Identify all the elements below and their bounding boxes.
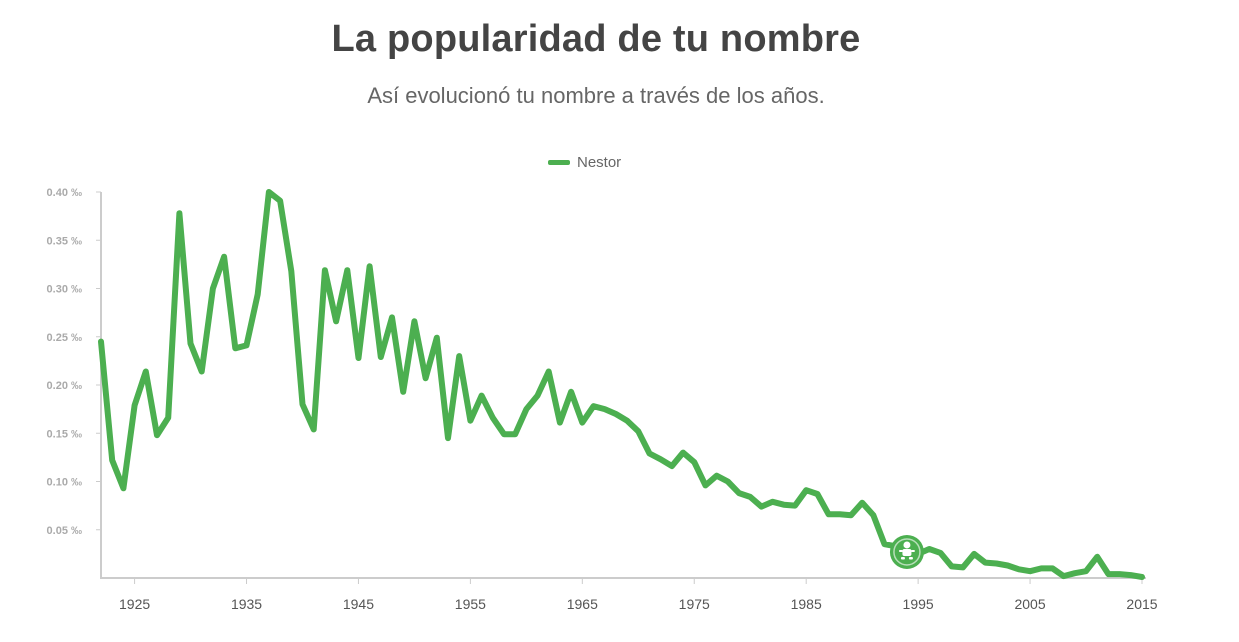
x-tick-label: 2015 (1126, 596, 1157, 612)
y-tick-label: 0.40 ‰ (47, 187, 82, 199)
series-layer (98, 189, 1145, 580)
legend-item-nestor[interactable]: Nestor (548, 154, 621, 171)
x-tick-label: 1985 (791, 596, 822, 612)
baby-leg-right (908, 556, 913, 560)
x-tick-label: 1935 (231, 596, 262, 612)
x-tick-label: 1975 (679, 596, 710, 612)
marker-ring (893, 538, 921, 566)
x-tick-label: 1945 (343, 596, 374, 612)
legend-label: Nestor (577, 154, 622, 171)
x-tick-label: 1925 (119, 596, 150, 612)
y-tick-label: 0.30 ‰ (47, 284, 82, 296)
page-title: La popularidad de tu nombre (331, 18, 861, 60)
y-tick-label: 0.20 ‰ (47, 380, 82, 392)
chart-axes (100, 192, 1146, 579)
y-axis-ticks: 0.05 ‰ 0.10 ‰ 0.15 ‰ 0.20 ‰ 0.25 ‰ 0.30 ‰ 0.35… (47, 187, 101, 537)
x-tick-label: 2005 (1014, 596, 1045, 612)
y-tick-label: 0.25 ‰ (47, 332, 82, 344)
year-marker[interactable] (889, 534, 924, 569)
baby-arm-right (910, 549, 915, 552)
x-axis-ticks: 1925 1935 1945 1955 1965 1975 1985 1995 2005 2015 (119, 578, 1158, 612)
y-tick-label: 0.05 ‰ (47, 525, 82, 537)
baby-arm-left (898, 549, 903, 552)
legend-swatch (548, 160, 570, 165)
baby-icon (898, 541, 915, 560)
y-tick-label: 0.10 ‰ (47, 477, 82, 489)
baby-leg-left (900, 556, 905, 560)
y-tick-label: 0.15 ‰ (47, 428, 82, 440)
series-line-nestor (98, 189, 1145, 580)
x-tick-label: 1955 (455, 596, 486, 612)
baby-body (902, 548, 912, 556)
baby-head (903, 541, 911, 549)
page-subtitle: Así evolucionó tu nombre a través de los… (367, 83, 825, 108)
x-tick-label: 1965 (567, 596, 598, 612)
x-tick-label: 1995 (903, 596, 934, 612)
y-tick-label: 0.35 ‰ (47, 235, 82, 247)
